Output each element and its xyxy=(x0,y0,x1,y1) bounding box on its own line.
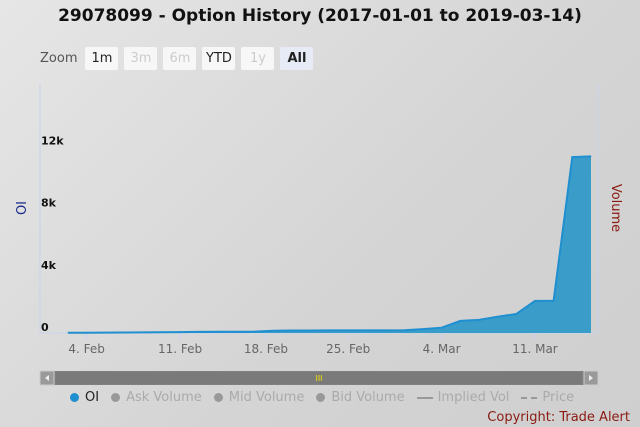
data-point-2019-02-08 xyxy=(160,331,162,333)
y-tick-label: 0 xyxy=(41,321,49,334)
data-point-2019-03-13 xyxy=(571,156,573,158)
data-point-2019-02-28 xyxy=(403,329,405,331)
legend-label: Ask Volume xyxy=(126,390,202,405)
data-point-2019-02-11 xyxy=(179,331,181,333)
legend-dot-icon xyxy=(70,393,79,402)
data-point-2019-02-04 xyxy=(86,332,88,334)
data-point-2019-03-01 xyxy=(422,328,424,330)
x-tick-label: 4. Mar xyxy=(423,342,461,356)
data-point-2019-02-25 xyxy=(347,329,349,331)
arrow-right-icon xyxy=(589,375,593,381)
scrollbar-grip: III xyxy=(315,374,322,383)
data-point-2019-02-19 xyxy=(272,330,274,332)
data-point-2019-02-22 xyxy=(329,329,330,331)
legend-item-ask-volume[interactable]: Ask Volume xyxy=(111,389,202,406)
legend: OI Ask Volume Mid Volume Bid Volume Impl… xyxy=(70,389,586,406)
data-point-2019-03-08 xyxy=(515,313,517,315)
legend-item-price[interactable]: Price xyxy=(521,389,574,406)
zoom-all-button[interactable]: All xyxy=(280,47,314,70)
y-tick-label: 4k xyxy=(41,259,57,272)
data-point-2019-02-06 xyxy=(123,332,125,334)
data-point-2019-03-14 xyxy=(590,155,592,157)
x-tick-label: 11. Feb xyxy=(158,342,202,356)
y-tick-label: 12k xyxy=(41,134,64,147)
y-tick-label: 8k xyxy=(41,197,57,210)
arrow-left-icon xyxy=(45,375,49,381)
legend-dash-icon xyxy=(521,396,538,399)
legend-dot-icon xyxy=(111,393,121,402)
x-tick-label: 25. Feb xyxy=(326,342,370,356)
legend-label: Implied Vol xyxy=(437,390,510,405)
zoom-label: Zoom xyxy=(40,51,78,66)
legend-label: OI xyxy=(85,390,100,405)
legend-item-implied-vol[interactable]: Implied Vol xyxy=(416,389,510,406)
legend-item-oi[interactable]: OI xyxy=(70,389,99,406)
zoom-3m-button[interactable]: 3m xyxy=(124,47,158,70)
oi-area xyxy=(68,156,591,333)
data-point-2019-02-12 xyxy=(198,331,200,333)
x-tick-label: 4. Feb xyxy=(68,342,105,356)
chart-title: 29078099 - Option History (2017-01-01 to… xyxy=(58,6,582,26)
legend-line-icon xyxy=(416,396,433,399)
data-point-2019-03-04 xyxy=(441,327,443,329)
data-point-2019-02-20 xyxy=(291,330,293,332)
x-tick-label: 18. Feb xyxy=(244,342,288,356)
data-point-2019-02-15 xyxy=(254,331,256,333)
data-point-2019-02-14 xyxy=(235,331,237,333)
left-axis-title: OI xyxy=(15,201,30,215)
data-point-2019-02-05 xyxy=(104,332,106,334)
x-tick-label: 11. Mar xyxy=(512,342,558,356)
legend-dot-icon xyxy=(316,393,326,402)
data-point-2019-03-06 xyxy=(478,319,480,321)
data-point-2019-02-13 xyxy=(216,331,218,333)
data-point-2019-03-05 xyxy=(459,320,461,322)
data-point-2019-02-26 xyxy=(366,329,368,331)
data-point-2019-02-27 xyxy=(385,329,387,331)
legend-dot-icon xyxy=(213,393,223,402)
data-point-2019-02-07 xyxy=(142,331,144,333)
legend-item-bid-volume[interactable]: Bid Volume xyxy=(316,389,405,406)
navigator-scrollbar-thumb[interactable] xyxy=(56,372,582,384)
zoom-ytd-button[interactable]: YTD xyxy=(202,47,236,70)
right-axis-title: Volume xyxy=(608,184,623,232)
oi-line xyxy=(68,155,592,334)
data-point-2019-03-07 xyxy=(497,316,499,318)
zoom-selector: Zoom 1m 3m 6m YTD 1y All xyxy=(40,47,314,70)
legend-label: Mid Volume xyxy=(228,390,305,405)
data-point-2019-03-11 xyxy=(534,300,536,302)
copyright: Copyright: Trade Alert xyxy=(487,410,630,425)
zoom-1m-button[interactable]: 1m xyxy=(85,47,119,70)
legend-label: Bid Volume xyxy=(331,390,405,405)
legend-label: Price xyxy=(542,390,575,405)
data-point-2019-02-21 xyxy=(310,330,312,332)
data-point-2019-03-12 xyxy=(553,300,555,302)
data-point-2019-02-01 xyxy=(67,332,69,334)
zoom-1y-button[interactable]: 1y xyxy=(241,47,275,70)
zoom-6m-button[interactable]: 6m xyxy=(163,47,197,70)
legend-item-mid-volume[interactable]: Mid Volume xyxy=(213,389,305,406)
